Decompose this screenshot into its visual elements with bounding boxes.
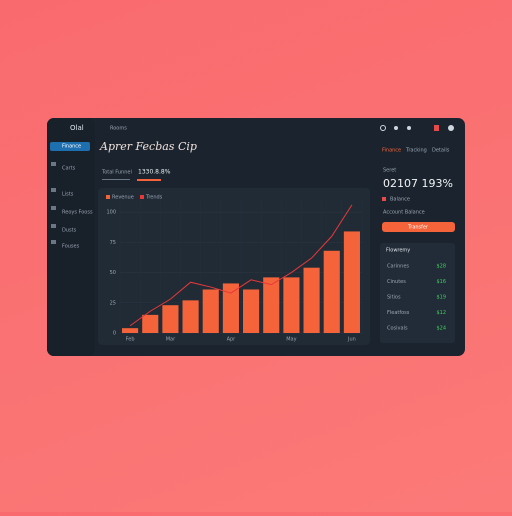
- transfer-button[interactable]: [382, 222, 455, 232]
- bar: [283, 277, 300, 333]
- bar: [182, 300, 199, 333]
- summary-label: Seret: [383, 168, 396, 174]
- brand: Olal: [70, 124, 84, 132]
- bar: [162, 305, 179, 333]
- x-tick-label: Apr: [227, 337, 237, 343]
- flow-name: Carinnes: [387, 264, 409, 270]
- legend-label[interactable]: Trends: [145, 195, 163, 201]
- subtab-underline: [102, 179, 130, 180]
- flow-name: Cinutes: [387, 279, 406, 285]
- bar: [243, 289, 260, 333]
- x-tick-label: Feb: [126, 337, 135, 343]
- nav-tab[interactable]: Finance: [382, 148, 401, 154]
- flow-value: $12: [436, 310, 446, 316]
- summary-sub: Account Balance: [383, 210, 425, 216]
- flow-name: Sitios: [387, 295, 401, 301]
- x-tick-label: Jun: [347, 337, 356, 343]
- bar: [202, 289, 219, 333]
- flow-name: Cosivals: [387, 326, 408, 332]
- icon: [382, 197, 386, 201]
- flow-value: $19: [436, 295, 446, 301]
- flow-title: Flowremy: [386, 248, 410, 254]
- nav-tab[interactable]: Details: [432, 148, 450, 154]
- sidebar-item[interactable]: Reoys Fooss: [62, 210, 93, 216]
- y-tick-label: 50: [110, 270, 116, 276]
- flow-value: $24: [436, 326, 446, 332]
- legend-label[interactable]: Revenue: [112, 195, 134, 201]
- flow-panel: [380, 243, 455, 343]
- x-tick-label: Mar: [166, 337, 176, 343]
- top-tab[interactable]: Rooms: [110, 126, 127, 132]
- bar: [343, 231, 360, 333]
- sidebar-icon: [51, 162, 56, 166]
- trend-line: [129, 204, 353, 327]
- bar: [122, 328, 139, 333]
- bar: [323, 250, 340, 333]
- bar: [142, 314, 159, 333]
- bar: [303, 267, 320, 333]
- flow-value: $28: [436, 264, 446, 270]
- subtab[interactable]: Total Funnel: [101, 170, 132, 176]
- sidebar-item[interactable]: Lists: [62, 192, 74, 198]
- sidebar-item[interactable]: Finance: [62, 144, 81, 150]
- y-tick-label: 75: [110, 240, 116, 246]
- summary-value: 02107 193%: [383, 177, 453, 190]
- sidebar-icon: [51, 224, 56, 228]
- page-title: Aprer Fecbas Cip: [99, 140, 197, 153]
- top-icons: [380, 125, 454, 131]
- subtab-underline: [137, 179, 161, 181]
- bar: [222, 283, 239, 333]
- x-tick-label: May: [286, 337, 296, 343]
- y-tick-label: 0: [113, 331, 116, 337]
- sidebar-active: [50, 142, 90, 151]
- y-tick-label: 25: [110, 300, 116, 306]
- summary-item: Balance: [390, 197, 410, 203]
- sidebar-item[interactable]: Carts: [62, 166, 76, 172]
- y-tick-label: 100: [106, 210, 116, 216]
- sidebar-icon: [51, 206, 56, 210]
- sidebar-item[interactable]: Fouses: [62, 244, 80, 250]
- nav-tab[interactable]: Tracking: [405, 148, 427, 154]
- button-label[interactable]: Transfer: [407, 225, 429, 231]
- sidebar: [47, 118, 95, 356]
- sidebar-icon: [51, 240, 56, 244]
- sidebar-item[interactable]: Dusts: [62, 228, 77, 234]
- flow-value: $16: [436, 279, 446, 285]
- flow-name: Fleatfoss: [387, 310, 410, 316]
- subtab[interactable]: 1330.8.8%: [138, 169, 171, 176]
- legend-swatch: [106, 195, 110, 199]
- legend-swatch: [140, 195, 144, 199]
- sidebar-icon: [51, 188, 56, 192]
- bar: [263, 277, 280, 333]
